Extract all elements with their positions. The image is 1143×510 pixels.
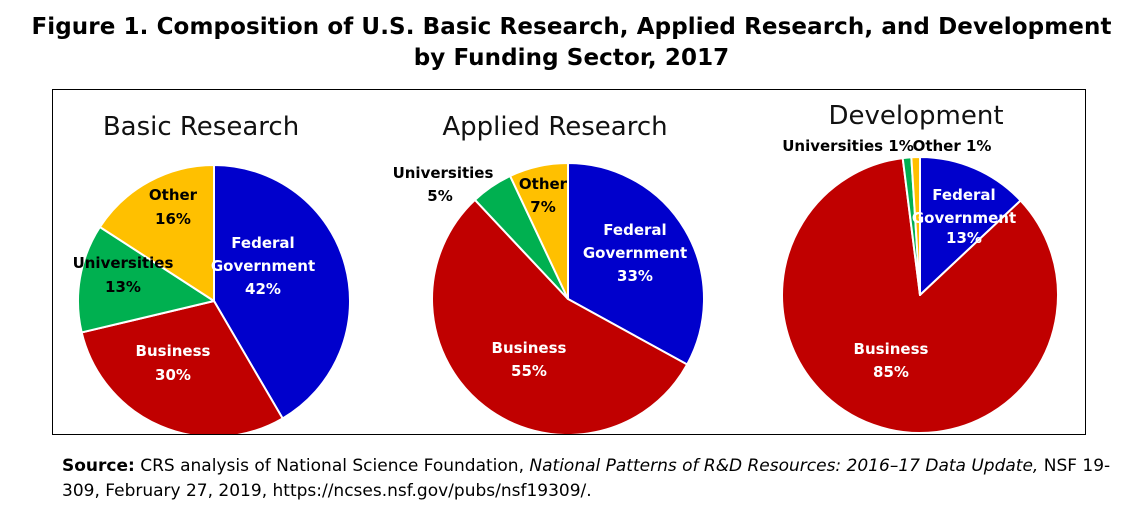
data-label-federal-government: Federal [231,234,294,252]
data-label-pct-federal-government: 42% [245,280,281,298]
source-label: Source: [62,456,135,476]
data-label-other: Other 1% [913,137,992,155]
source-text-b: NSF 19-309, February 27, 2019, https://n… [62,456,1111,501]
pie-slice-federal-government [919,156,1022,296]
pie-slice-business [80,300,284,434]
data-label-pct-business: 30% [155,366,191,384]
pie-slice-other [98,164,215,302]
pie-title: Basic Research [103,112,299,142]
data-label-pct-universities: 13% [105,278,141,296]
figure-title-line-1: Figure 1. Composition of U.S. Basic Rese… [31,14,1112,40]
data-label-business: Business [854,340,929,358]
data-label-universities: Universities 1% [782,137,914,155]
data-label-other: Other [149,186,198,204]
data-label-federal-government: Federal [603,221,666,239]
data-label-business: Business [492,339,567,357]
data-label-pct-federal-government: 33% [617,267,653,285]
figure-title-line-2: by Funding Sector, 2017 [413,45,730,71]
pie-slice-universities [77,225,215,334]
pie-applied-research: Applied Research Federal Government 33% Busi… [393,112,705,434]
pie-title: Applied Research [442,112,667,142]
pie-title: Development [828,101,1003,131]
pie-slice-other [509,162,569,300]
data-label-pct-other: 16% [155,210,191,228]
pie-slice-other [910,155,921,296]
data-label-business: Business [136,342,211,360]
data-label-other: Other [519,175,568,193]
data-label-pct-business: 85% [873,363,909,381]
data-label-pct-other: 7% [530,198,555,216]
data-label-universities: Universities [73,254,174,272]
pie-slice-business [431,198,689,434]
figure-title: Figure 1. Composition of U.S. Basic Rese… [0,12,1143,74]
data-label-federal-government: Government [912,209,1016,227]
data-label-pct-business: 55% [511,362,547,380]
data-label-federal-government: Government [583,244,687,262]
data-label-universities: Universities [393,164,494,182]
pie-charts: Basic Research Federal Government 42% Busine… [73,101,1059,434]
pie-basic-research: Basic Research Federal Government 42% Busine… [73,112,351,434]
data-label-pct-federal-government: 13% [946,229,982,247]
pie-slice-federal-government [213,164,351,420]
data-label-pct-universities: 5% [427,187,452,205]
source-text-a: CRS analysis of National Science Foundat… [134,456,530,476]
source-note: Source: CRS analysis of National Science… [62,454,1122,504]
data-label-federal-government: Government [211,257,315,275]
data-label-federal-government: Federal [932,186,995,204]
pie-development: Development Federal Government 13% Business 8… [781,101,1059,434]
chart-panel: Basic Research Federal Government 42% Busine… [52,89,1086,435]
source-publication: National Patterns of R&D Resources: 2016… [529,456,1039,476]
pie-slice-federal-government [567,162,705,366]
